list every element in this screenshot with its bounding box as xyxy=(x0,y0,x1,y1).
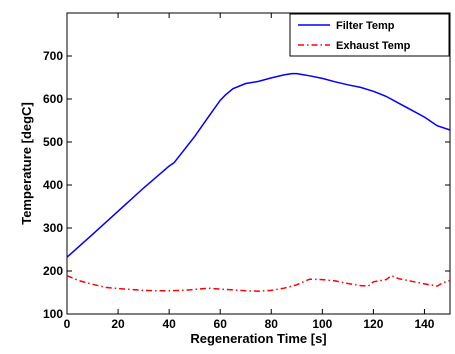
x-tick-label-80: 80 xyxy=(265,317,279,331)
x-tick-label-40: 40 xyxy=(162,317,176,331)
x-tick-label-60: 60 xyxy=(214,317,228,331)
y-axis: 100 200 300 400 500 600 700 xyxy=(43,49,450,321)
y-axis-title: Temperature [degC] xyxy=(19,102,34,225)
legend-label-filter-temp: Filter Temp xyxy=(336,20,395,32)
series-layer xyxy=(66,72,451,292)
legend: Filter Temp Exhaust Temp xyxy=(289,13,450,57)
x-tick-label-20: 20 xyxy=(111,317,125,331)
x-tick-label-120: 120 xyxy=(363,317,383,331)
series-line-filter-temp xyxy=(66,72,451,258)
y-tick-label-700: 700 xyxy=(43,49,63,63)
x-tick-label-0: 0 xyxy=(64,317,71,331)
plot-frame xyxy=(66,12,451,315)
y-tick-label-500: 500 xyxy=(43,135,63,149)
y-tick-label-600: 600 xyxy=(43,92,63,106)
x-tick-label-100: 100 xyxy=(312,317,332,331)
x-axis-title: Regeneration Time [s] xyxy=(190,331,326,346)
legend-label-exhaust-temp: Exhaust Temp xyxy=(336,40,411,52)
y-tick-label-200: 200 xyxy=(43,264,63,278)
x-tick-label-140: 140 xyxy=(414,317,434,331)
series-line-exhaust-temp xyxy=(66,274,451,292)
y-tick-label-100: 100 xyxy=(43,307,63,321)
y-tick-label-300: 300 xyxy=(43,221,63,235)
y-tick-label-400: 400 xyxy=(43,178,63,192)
legend-box xyxy=(289,13,450,57)
